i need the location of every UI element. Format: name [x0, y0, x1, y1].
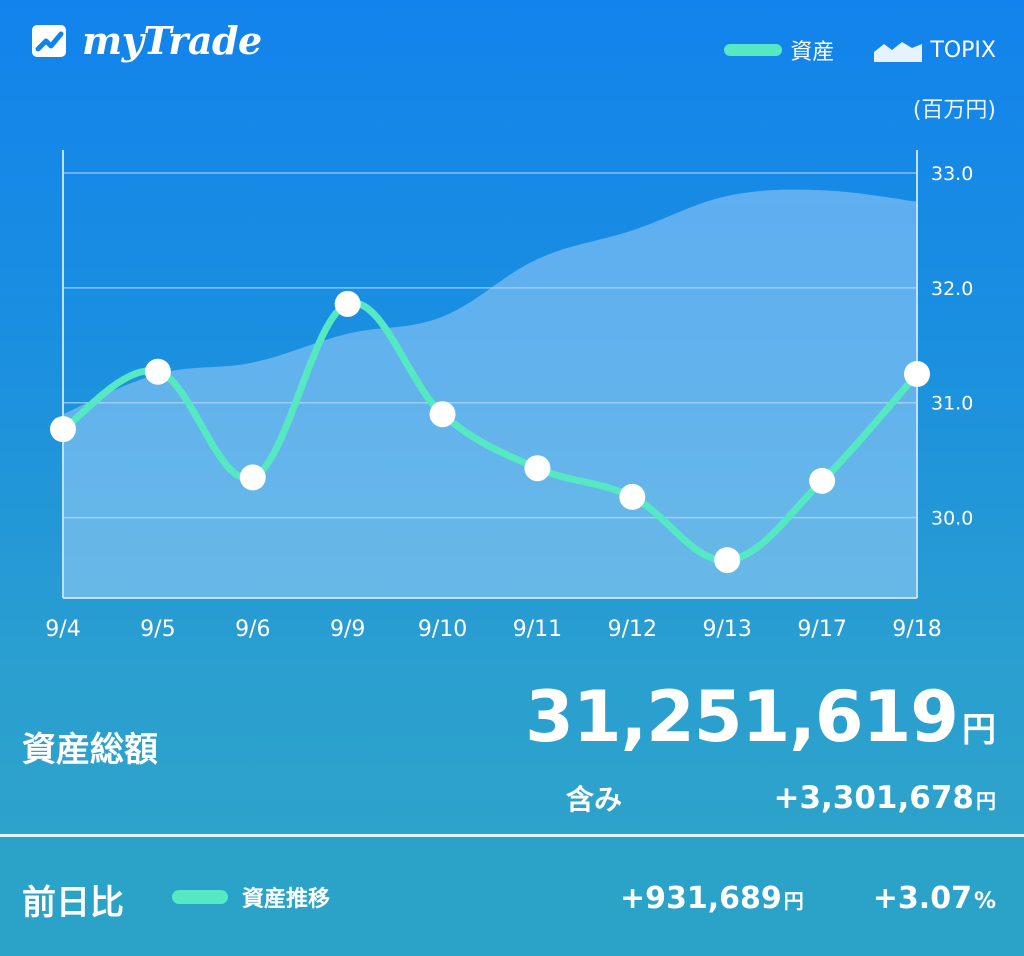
x-tick-label: 9/9 [330, 617, 365, 642]
divider [0, 834, 1024, 837]
legend-topix: TOPIX [874, 38, 996, 63]
x-tick-label: 9/4 [45, 617, 80, 642]
y-tick-label: 32.0 [931, 278, 973, 300]
asset-point[interactable] [429, 401, 456, 428]
daily-change-amount: +931,689 円 [620, 881, 804, 916]
asset-point[interactable] [809, 467, 836, 494]
asset-point[interactable] [239, 464, 266, 491]
y-tick-label: 33.0 [931, 163, 973, 185]
asset-trend-swatch [172, 890, 228, 904]
unrealized-value: +3,301,678 円 [773, 780, 996, 816]
asset-line-swatch [724, 44, 783, 56]
chart-grid [63, 172, 917, 519]
total-assets-number: 31,251,619 [525, 676, 959, 758]
chart-legend: 資産 TOPIX [684, 34, 996, 66]
daily-change-number: +931,689 [620, 881, 782, 916]
asset-trend-label: 資産推移 [242, 887, 331, 912]
daily-change-percent-number: +3.07 [872, 881, 972, 916]
asset-points [50, 290, 930, 574]
unrealized-number: +3,301,678 [773, 780, 974, 816]
total-assets-value: 31,251,619 円 [525, 676, 996, 758]
x-tick-label: 9/18 [892, 617, 941, 642]
header: myTrade 資産 TOPIX (百万円) [0, 0, 1024, 140]
asset-chart: 30.0 31.0 32.0 33.0 9/4 9/5 9/6 9/9 9/10 9/11 9/1… [0, 140, 1024, 660]
y-tick-label: 30.0 [931, 508, 973, 530]
asset-point[interactable] [619, 483, 646, 510]
unit-label: (百万円) [912, 98, 996, 123]
x-axis-ticks: 9/4 9/5 9/6 9/9 9/10 9/11 9/12 9/13 9/17 9/18 [45, 617, 941, 642]
unrealized-label: 含み [566, 783, 623, 816]
footer-legend: 資産推移 [172, 881, 330, 913]
x-tick-label: 9/12 [608, 617, 657, 642]
x-tick-label: 9/5 [140, 617, 175, 642]
daily-change-bar: 前日比 資産推移 +931,689 円 +3.07 % [0, 837, 1024, 956]
asset-line [59, 299, 921, 564]
yen-unit: 円 [976, 789, 996, 813]
x-tick-label: 9/17 [797, 617, 846, 642]
y-tick-label: 31.0 [931, 393, 973, 415]
asset-point[interactable] [904, 361, 930, 387]
app-title: myTrade [82, 18, 262, 63]
asset-point[interactable] [524, 455, 551, 482]
app-logo[interactable]: myTrade [30, 18, 262, 63]
legend-asset-label: 資産 [790, 40, 835, 65]
legend-topix-label: TOPIX [930, 37, 996, 63]
asset-point[interactable] [334, 290, 361, 317]
x-tick-label: 9/10 [418, 617, 467, 642]
yen-unit: 円 [962, 710, 996, 750]
x-tick-label: 9/6 [235, 617, 270, 642]
percent-sign: % [973, 889, 996, 914]
total-assets-label: 資産総額 [22, 730, 158, 770]
topix-area [63, 189, 917, 598]
trade-chart-icon [32, 24, 66, 57]
asset-point[interactable] [50, 416, 76, 443]
yen-unit: 円 [783, 889, 804, 913]
asset-point[interactable] [714, 547, 741, 574]
daily-change-percent: +3.07 % [873, 881, 996, 916]
x-tick-label: 9/13 [703, 617, 752, 642]
asset-point[interactable] [144, 358, 171, 385]
x-tick-label: 9/11 [513, 617, 562, 642]
y-axis-ticks: 30.0 31.0 32.0 33.0 [931, 163, 973, 530]
chart-svg: 30.0 31.0 32.0 33.0 9/4 9/5 9/6 9/9 9/10 9/11 9/1… [45, 150, 973, 642]
legend-asset: 資産 [724, 34, 834, 66]
topix-area-icon [874, 42, 923, 62]
daily-change-label: 前日比 [22, 883, 124, 923]
